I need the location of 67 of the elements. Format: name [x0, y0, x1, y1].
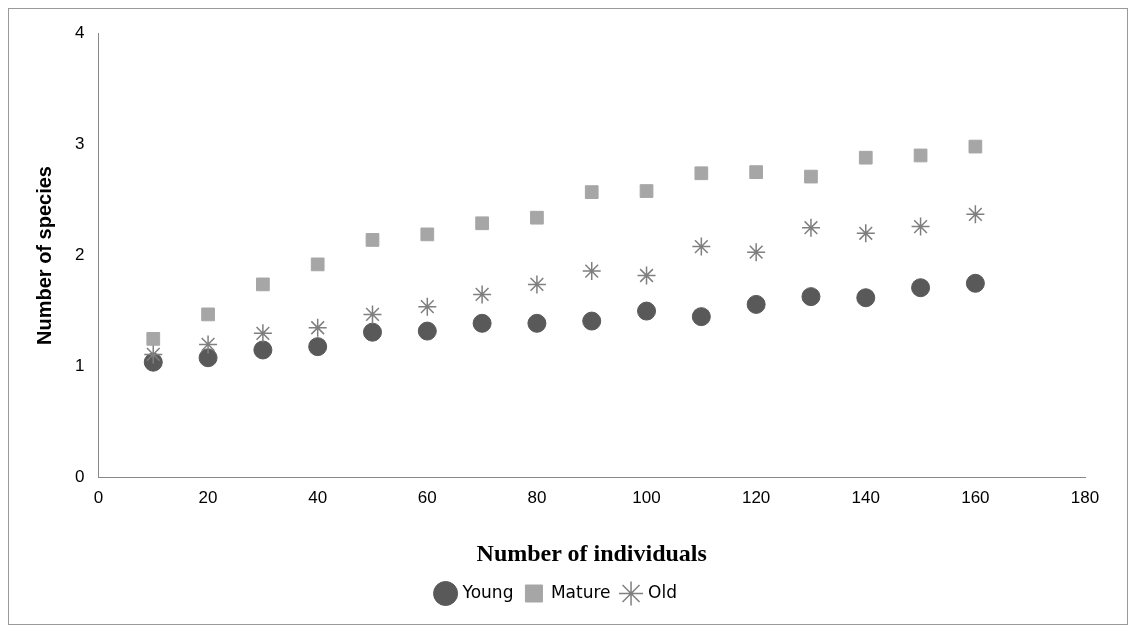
- point: [253, 323, 273, 344]
- point: [856, 223, 876, 244]
- point: [530, 210, 544, 225]
- x-tick-label: 100: [632, 487, 661, 507]
- x-tick-label: 120: [741, 487, 771, 507]
- legend-label: Old: [648, 581, 677, 602]
- x-tick-label: 80: [527, 487, 547, 507]
- x-tick-label: 160: [961, 487, 990, 507]
- point: [694, 166, 709, 181]
- point: [527, 274, 547, 295]
- point: [582, 311, 602, 331]
- point: [913, 148, 928, 163]
- y-tick-label: 1: [74, 356, 85, 376]
- x-tick-label: 0: [93, 487, 104, 507]
- y-tick-label: 3: [74, 134, 85, 154]
- point: [581, 261, 602, 281]
- point: [475, 216, 489, 231]
- y-tick-label: 0: [74, 467, 85, 487]
- point: [420, 227, 435, 242]
- point: [363, 322, 382, 342]
- x-tick-label: 60: [417, 487, 437, 507]
- point: [472, 313, 492, 333]
- point: [858, 150, 873, 165]
- y-axis-title: Number of species: [32, 166, 55, 345]
- x-tick-label: 140: [851, 487, 880, 507]
- point: [911, 278, 931, 298]
- point: [749, 165, 764, 179]
- x-tick-label: 40: [308, 487, 328, 507]
- point: [965, 273, 985, 293]
- point: [801, 217, 821, 238]
- point: [417, 296, 438, 317]
- point: [256, 277, 270, 292]
- x-axis-title: Number of individuals: [476, 539, 707, 566]
- point: [968, 139, 983, 154]
- point: [856, 288, 876, 308]
- y-tick-label: 4: [74, 22, 85, 42]
- point: [527, 313, 547, 333]
- point: [584, 185, 599, 200]
- point: [965, 204, 986, 225]
- point: [308, 337, 328, 357]
- legend-label: Young: [461, 581, 514, 602]
- point: [417, 321, 437, 341]
- point: [146, 332, 161, 346]
- point: [253, 340, 273, 360]
- point: [472, 284, 492, 305]
- point: [910, 216, 931, 237]
- point: [201, 307, 215, 322]
- point: [804, 169, 818, 184]
- x-tick-label: 20: [198, 487, 218, 507]
- point: [310, 257, 325, 272]
- x-tick-label: 180: [1070, 487, 1100, 507]
- legend-label: Mature: [550, 581, 611, 602]
- point: [365, 233, 380, 247]
- point: [746, 242, 766, 262]
- point: [801, 287, 821, 307]
- point: [637, 301, 657, 321]
- point: [691, 307, 711, 327]
- point: [362, 304, 383, 325]
- point: [307, 318, 328, 338]
- y-tick-label: 2: [74, 245, 85, 265]
- point: [636, 265, 657, 286]
- point: [143, 344, 164, 365]
- point: [639, 184, 654, 198]
- point: [746, 294, 766, 314]
- point: [691, 236, 712, 257]
- point: [198, 334, 218, 355]
- point: [198, 348, 218, 368]
